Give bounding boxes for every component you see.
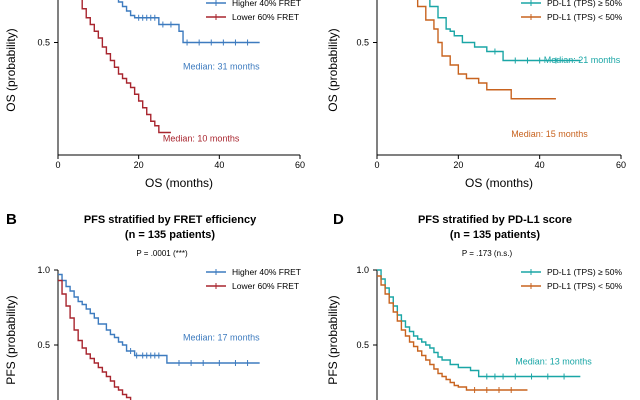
panel-subtitle: (n = 135 patients) [450, 229, 541, 241]
km-curve [377, 269, 581, 378]
legend-label: Higher 40% FRET [232, 0, 301, 8]
median-label: Median: 21 months [544, 55, 621, 65]
km-curve [429, 0, 581, 62]
y-tick-label: 0.5 [356, 38, 369, 48]
legend-label: PD-L1 (TPS) < 50% [547, 281, 623, 291]
km-curve [58, 273, 260, 364]
x-tick-label: 40 [214, 160, 224, 170]
legend-label: PD-L1 (TPS) ≥ 50% [547, 0, 622, 8]
panel-title: PFS stratified by PD-L1 score [418, 214, 572, 226]
km-curve [117, 0, 260, 44]
legend-label: Higher 40% FRET [232, 267, 301, 277]
x-tick-label: 20 [134, 160, 144, 170]
panel-letter: D [333, 211, 344, 228]
median-label: Median: 13 months [515, 357, 592, 367]
panel-subtitle: (n = 135 patients) [125, 229, 216, 241]
y-tick-label: 0.5 [37, 38, 50, 48]
y-axis-label: PFS (probability) [4, 295, 18, 384]
panel-a: 0 20 40 60 0.5 OS (probability) OS (months) Hig… [4, 0, 305, 190]
y-tick-label: 0.5 [356, 340, 369, 350]
legend-label: PD-L1 (TPS) < 50% [547, 12, 623, 22]
panel-d: 1.0 0.5 PFS (probability) D PFS stratified b… [326, 211, 623, 400]
km-curve [416, 0, 556, 100]
x-tick-label: 60 [295, 160, 305, 170]
median-label: Median: 31 months [183, 62, 260, 72]
x-tick-label: 60 [616, 160, 626, 170]
km-curve [81, 0, 171, 134]
median-label: Median: 10 months [163, 134, 240, 144]
x-tick-label: 0 [55, 160, 60, 170]
y-tick-label: 1.0 [356, 265, 369, 275]
y-axis-label: OS (probability) [4, 28, 18, 111]
y-axis-label: PFS (probability) [326, 295, 340, 384]
panel-c: 0 20 40 60 0.5 OS (probability) OS (months) PD-… [326, 0, 626, 190]
km-curve [377, 275, 528, 391]
legend-label: Lower 60% FRET [232, 281, 299, 291]
y-tick-label: 0.5 [37, 340, 50, 350]
median-label: Median: 15 months [511, 129, 588, 139]
legend-label: PD-L1 (TPS) ≥ 50% [547, 267, 622, 277]
legend-label: Lower 60% FRET [232, 12, 299, 22]
p-value: P = .0001 (***) [136, 249, 188, 258]
median-label: Median: 17 months [183, 333, 260, 343]
x-tick-label: 40 [535, 160, 545, 170]
x-tick-label: 0 [374, 160, 379, 170]
x-axis-label: OS (months) [145, 176, 213, 190]
y-axis-label: OS (probability) [326, 28, 340, 111]
km-curve [58, 279, 132, 400]
x-tick-label: 20 [453, 160, 463, 170]
y-tick-label: 1.0 [37, 265, 50, 275]
panel-title: PFS stratified by FRET efficiency [84, 214, 257, 226]
p-value: P = .173 (n.s.) [462, 249, 513, 258]
panel-b: 1.0 0.5 PFS (probability) B PFS stratified b… [4, 211, 301, 400]
x-axis-label: OS (months) [465, 176, 533, 190]
panel-letter: B [6, 211, 17, 228]
